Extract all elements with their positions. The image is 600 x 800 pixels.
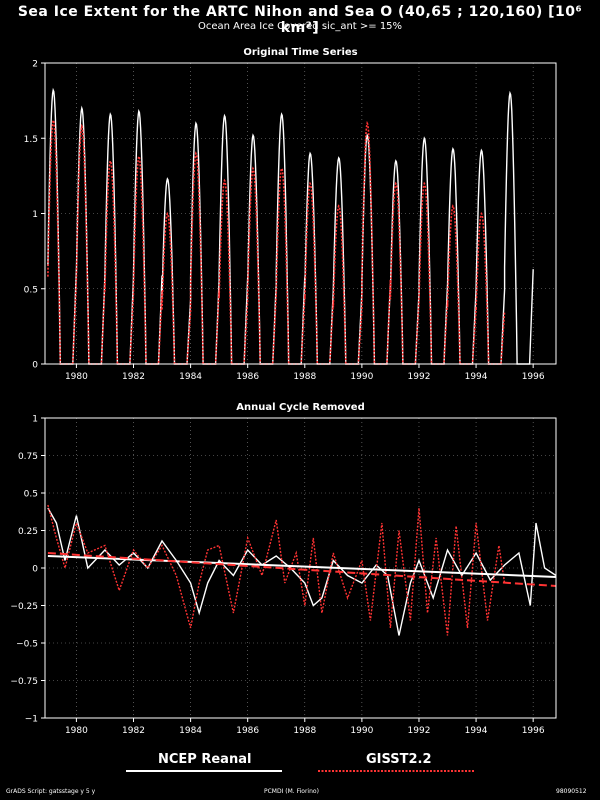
series-ncep-line <box>47 87 534 365</box>
x-tick-label: 1984 <box>179 372 202 382</box>
x-tick-label: 1990 <box>350 372 373 382</box>
x-tick-label: 1980 <box>65 372 88 382</box>
y-tick-label: 1 <box>32 210 38 220</box>
x-tick-label: 1988 <box>293 726 316 736</box>
plot-frame <box>44 417 557 719</box>
chart-title: Sea Ice Extent for the ARTC Nihon and Se… <box>17 4 583 36</box>
x-tick-label: 1984 <box>179 726 202 736</box>
x-tick-label: 1992 <box>408 372 431 382</box>
plot-frame <box>44 62 557 365</box>
y-tick-label: 0 <box>32 361 38 371</box>
y-tick-label: −1 <box>25 715 38 725</box>
y-tick-label: 0.75 <box>18 452 38 462</box>
panel-title: Original Time Series <box>243 47 357 58</box>
y-tick-label: 0.5 <box>24 490 38 500</box>
x-tick-label: 1992 <box>408 726 431 736</box>
y-tick-label: 2 <box>32 60 38 70</box>
y-tick-label: 1 <box>32 415 38 425</box>
footer-center: PCMDI (M. Fiorino) <box>264 788 319 795</box>
x-tick-label: 1990 <box>350 726 373 736</box>
x-tick-label: 1994 <box>465 726 488 736</box>
series-ncep-anomaly <box>47 507 557 636</box>
series-gisst-anomaly <box>47 504 506 636</box>
footer-left: GrADS Script: gatsstage y 5 y <box>6 788 96 795</box>
panel-title: Annual Cycle Removed <box>236 402 364 413</box>
legend-label-gisst: GISST2.2 <box>366 752 432 767</box>
x-tick-label: 1986 <box>236 372 259 382</box>
y-tick-label: −0.75 <box>10 677 38 687</box>
y-tick-label: 0.25 <box>18 527 38 537</box>
y-tick-label: −0.5 <box>16 640 38 650</box>
y-tick-label: 0 <box>32 565 38 575</box>
y-tick-label: 0.5 <box>24 285 38 295</box>
x-tick-label: 1980 <box>65 726 88 736</box>
y-tick-label: 1.5 <box>24 135 38 145</box>
legend-label-ncep: NCEP Reanal <box>158 752 252 767</box>
x-tick-label: 1982 <box>122 726 145 736</box>
chart-subtitle: Ocean Area Ice Covered sic_ant >= 15% <box>197 21 403 32</box>
x-tick-label: 1994 <box>465 372 488 382</box>
x-tick-label: 1996 <box>522 372 545 382</box>
footer-right: 98090512 <box>556 788 587 795</box>
x-tick-label: 1986 <box>236 726 259 736</box>
x-tick-label: 1996 <box>522 726 545 736</box>
trend-gisst-line <box>47 552 557 587</box>
x-tick-label: 1982 <box>122 372 145 382</box>
x-tick-label: 1988 <box>293 372 316 382</box>
y-tick-label: −0.25 <box>10 602 38 612</box>
